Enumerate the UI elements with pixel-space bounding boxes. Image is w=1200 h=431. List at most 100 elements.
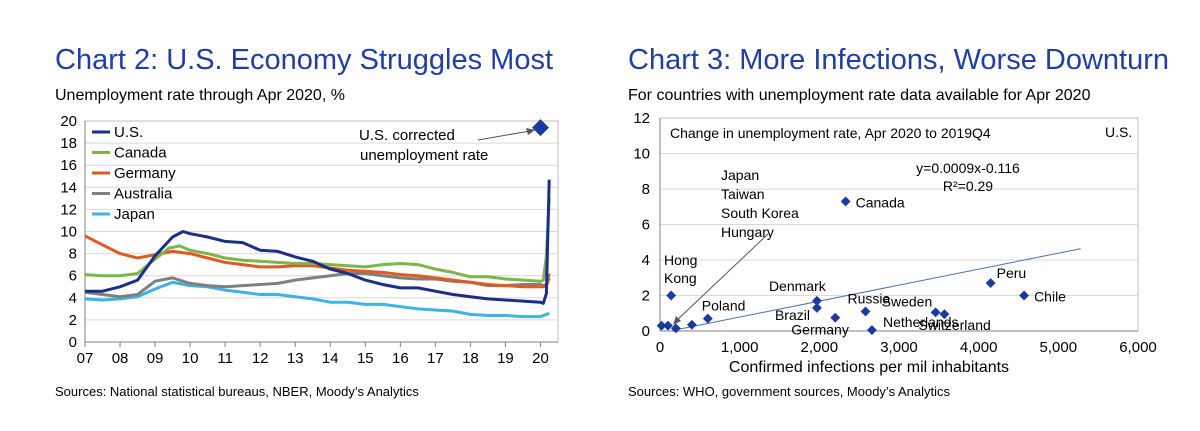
chart2-legend-label: Germany bbox=[114, 165, 176, 182]
chart3-point-label: Brazil bbox=[775, 307, 810, 323]
chart3-svg: 0 2 4 6 8 10 12 0 1,000 2,000 3,000 4,000 5,000 6,000… bbox=[633, 110, 1157, 376]
chart3-x-tick-label: 5,000 bbox=[1040, 339, 1078, 356]
chart3-x-tick-label: 0 bbox=[656, 339, 664, 356]
chart2-subtitle: Unemployment rate through Apr 2020, % bbox=[55, 87, 345, 104]
chart3-x-tick-label: 1,000 bbox=[721, 339, 759, 356]
chart3-x-tick-label: 4,000 bbox=[960, 339, 998, 356]
chart3-group-label: Hungary bbox=[721, 224, 774, 240]
chart2-legend-label: Canada bbox=[114, 145, 167, 162]
chart3-group-arrow bbox=[674, 233, 769, 323]
chart2-y-tick-label: 16 bbox=[60, 157, 77, 174]
chart3-point-label: Chile bbox=[1034, 289, 1066, 305]
chart3-x-tick-label: 6,000 bbox=[1119, 339, 1157, 356]
chart2-x-tick-label: 19 bbox=[497, 350, 514, 367]
us-corrected-arrow bbox=[477, 130, 531, 141]
chart3-group-label: South Korea bbox=[721, 205, 799, 221]
chart2-series-line-germany bbox=[84, 234, 551, 289]
chart3-panel: Chart 3: More Infections, Worse Downturn… bbox=[600, 0, 1200, 431]
chart2-panel: Chart 2: U.S. Economy Struggles Most Une… bbox=[55, 44, 559, 399]
chart2-x-tick-label: 14 bbox=[322, 350, 339, 367]
chart2-x-tick-label: 15 bbox=[357, 350, 374, 367]
chart3-point-germany bbox=[830, 312, 841, 323]
chart2-series-line-japan bbox=[84, 280, 550, 319]
chart3-title: Chart 3: More Infections, Worse Downturn bbox=[628, 44, 1170, 76]
chart3-x-axis-label: Confirmed infections per mil inhabitants bbox=[729, 359, 1009, 376]
chart3-point-label: Russia bbox=[848, 290, 891, 306]
chart3-hongkong-label: Hong bbox=[664, 252, 697, 268]
chart3-point-switzerland bbox=[939, 309, 950, 320]
chart3-trendline bbox=[671, 248, 1081, 332]
chart3-inner-title-bg bbox=[666, 123, 1121, 145]
chart2-title: Chart 2: U.S. Economy Struggles Most bbox=[55, 44, 554, 76]
chart2-y-tick-label: 10 bbox=[60, 224, 77, 241]
chart2-x-tick-label: 09 bbox=[147, 350, 164, 367]
chart3-point-sweden bbox=[930, 307, 941, 318]
chart3-point-label: Poland bbox=[702, 298, 746, 314]
chart3-inner-title: Change in unemployment rate, Apr 2020 to… bbox=[670, 125, 991, 141]
chart2-x-tick-label: 13 bbox=[287, 350, 304, 367]
chart2-x-tick-label: 16 bbox=[392, 350, 409, 367]
chart2-source: Sources: National statistical bureaus, N… bbox=[55, 384, 419, 399]
chart2-x-tick-label: 12 bbox=[252, 350, 269, 367]
chart2-y-tick-label: 4 bbox=[69, 290, 77, 307]
chart3-point-label: Germany bbox=[791, 322, 849, 338]
chart3-regression-r2: R²=0.29 bbox=[943, 178, 993, 194]
chart2-y-tick-label: 18 bbox=[60, 135, 77, 152]
chart3-point-peru bbox=[985, 278, 996, 289]
chart3-group-label: Japan bbox=[721, 167, 759, 183]
chart3-group-label: Taiwan bbox=[721, 186, 765, 202]
chart3-point-canada bbox=[840, 196, 851, 207]
chart2-x-tick-label: 11 bbox=[217, 350, 233, 367]
chart3-point-label: Sweden bbox=[882, 293, 933, 309]
us-corrected-label-line1: U.S. corrected bbox=[359, 127, 455, 144]
us-corrected-label-line2: unemployment rate bbox=[360, 147, 488, 164]
chart2-y-tick-label: 20 bbox=[60, 113, 77, 130]
chart3-point-hongkong bbox=[666, 290, 677, 301]
chart3-point-label: Canada bbox=[856, 194, 905, 210]
chart2-x-tick-label: 07 bbox=[77, 350, 94, 367]
us-corrected-arrowhead bbox=[526, 128, 535, 135]
chart2-y-tick-label: 8 bbox=[69, 246, 77, 263]
chart3-y-tick-label: 8 bbox=[642, 181, 650, 198]
chart3-netherlands-label: Netherlands bbox=[883, 314, 959, 330]
chart3-point-label: Peru bbox=[997, 265, 1027, 281]
chart2-legend-label: Australia bbox=[114, 186, 173, 203]
chart2-y-tick-label: 14 bbox=[60, 179, 77, 196]
chart2-x-tick-label: 10 bbox=[182, 350, 199, 367]
chart3-point-label-us: U.S. bbox=[1105, 124, 1132, 140]
chart3-point-label: Switzerland bbox=[918, 317, 990, 333]
chart2-x-tick-label: 08 bbox=[112, 350, 129, 367]
chart3-y-tick-label: 12 bbox=[633, 110, 650, 127]
chart3-point-poland bbox=[702, 313, 713, 324]
chart2-x-tick-label: 17 bbox=[427, 350, 444, 367]
chart2-y-tick-label: 2 bbox=[69, 312, 77, 329]
chart3-point-brazil bbox=[811, 302, 822, 313]
chart3-hongkong-label: Kong bbox=[664, 270, 697, 286]
chart2-svg: 0 2 4 6 8 10 12 14 16 18 20 07 08 09 10 11 12 13 14 15 16 17 1… bbox=[60, 113, 559, 367]
chart2-y-tick-label: 12 bbox=[60, 201, 77, 218]
chart3-point-netherlands bbox=[866, 325, 877, 336]
chart2-series-line-canada bbox=[84, 198, 551, 283]
chart2-y-tick-label: 0 bbox=[69, 334, 77, 351]
chart3-point-russia bbox=[860, 306, 871, 317]
chart3-x-tick-label: 2,000 bbox=[801, 339, 839, 356]
chart3-subtitle: For countries with unemployment rate dat… bbox=[628, 87, 1091, 104]
chart3-point-chile bbox=[1019, 290, 1030, 301]
chart3-y-tick-label: 6 bbox=[642, 217, 650, 234]
chart2-y-tick-label: 6 bbox=[69, 268, 77, 285]
chart2-x-tick-label: 18 bbox=[462, 350, 479, 367]
chart3-point-hungary bbox=[686, 319, 697, 330]
chart3-point-taiwan bbox=[656, 320, 667, 331]
chart3-y-tick-label: 0 bbox=[642, 323, 650, 340]
chart3-x-tick-label: 3,000 bbox=[880, 339, 918, 356]
chart3-y-tick-label: 10 bbox=[633, 146, 650, 163]
chart3-point-southkorea bbox=[670, 323, 681, 334]
chart3-group-arrowhead bbox=[673, 316, 681, 325]
chart3-regression-eq: y=0.0009x-0.116 bbox=[916, 160, 1020, 176]
chart3-y-tick-label: 4 bbox=[642, 252, 650, 269]
chart3-point-label: Denmark bbox=[769, 278, 827, 294]
chart2-x-tick-label: 20 bbox=[532, 350, 549, 367]
chart3-point-japan bbox=[663, 320, 673, 331]
chart2-legend-label: Japan bbox=[114, 206, 155, 223]
chart3-y-tick-label: 2 bbox=[642, 288, 650, 305]
